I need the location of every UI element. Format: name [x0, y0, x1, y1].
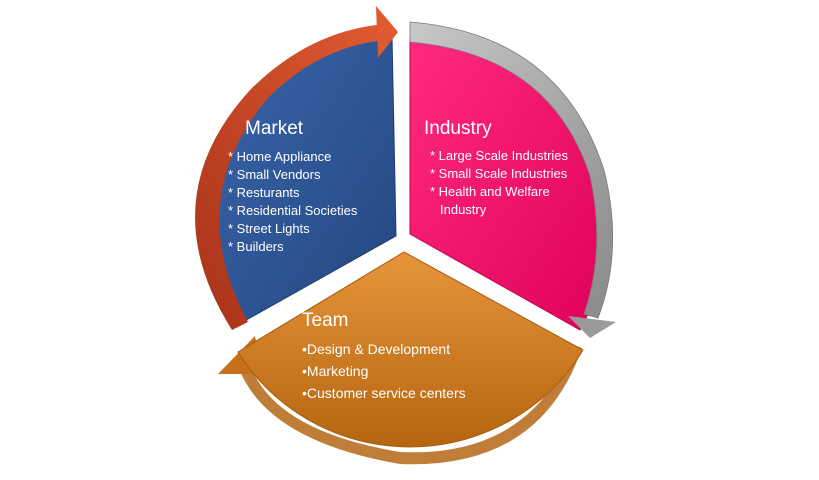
industry-title: Industry — [424, 118, 492, 139]
list-item: * Small Vendors — [228, 167, 321, 182]
market-arrowhead — [376, 6, 398, 58]
list-item: * Health and Welfare Industry — [430, 184, 550, 217]
team-arrow — [236, 345, 582, 465]
team-items: •Design & Development •Marketing •Custom… — [302, 338, 466, 404]
list-item: •Design & Development — [302, 341, 451, 357]
list-item: * Small Scale Industries — [430, 166, 568, 181]
industry-items: * Large Scale Industries * Small Scale I… — [430, 147, 590, 219]
list-item: * Builders — [228, 239, 284, 254]
team-title: Team — [302, 310, 349, 331]
industry-sector — [409, 21, 616, 338]
market-arrow — [195, 24, 386, 330]
list-item: * Resturants — [228, 185, 300, 200]
list-item: * Home Appliance — [228, 149, 332, 164]
market-sector — [195, 6, 398, 330]
list-item: * Large Scale Industries — [430, 148, 569, 163]
market-items: * Home Appliance * Small Vendors * Restu… — [228, 148, 357, 256]
industry-label: Industry * Large Scale Industries * Smal… — [424, 118, 590, 219]
list-item: * Residential Societies — [228, 203, 358, 218]
list-item: •Marketing — [302, 363, 369, 379]
industry-arrow — [409, 21, 614, 319]
list-item: •Customer service centers — [302, 385, 466, 401]
team-sector — [218, 251, 584, 465]
list-item: * Street Lights — [228, 221, 310, 236]
team-wedge — [237, 251, 584, 448]
market-title: Market — [245, 118, 304, 139]
market-label: Market * Home Appliance * Small Vendors … — [228, 118, 357, 256]
team-label: Team •Design & Development •Marketing •C… — [302, 310, 466, 404]
industry-arrowhead — [568, 316, 616, 338]
